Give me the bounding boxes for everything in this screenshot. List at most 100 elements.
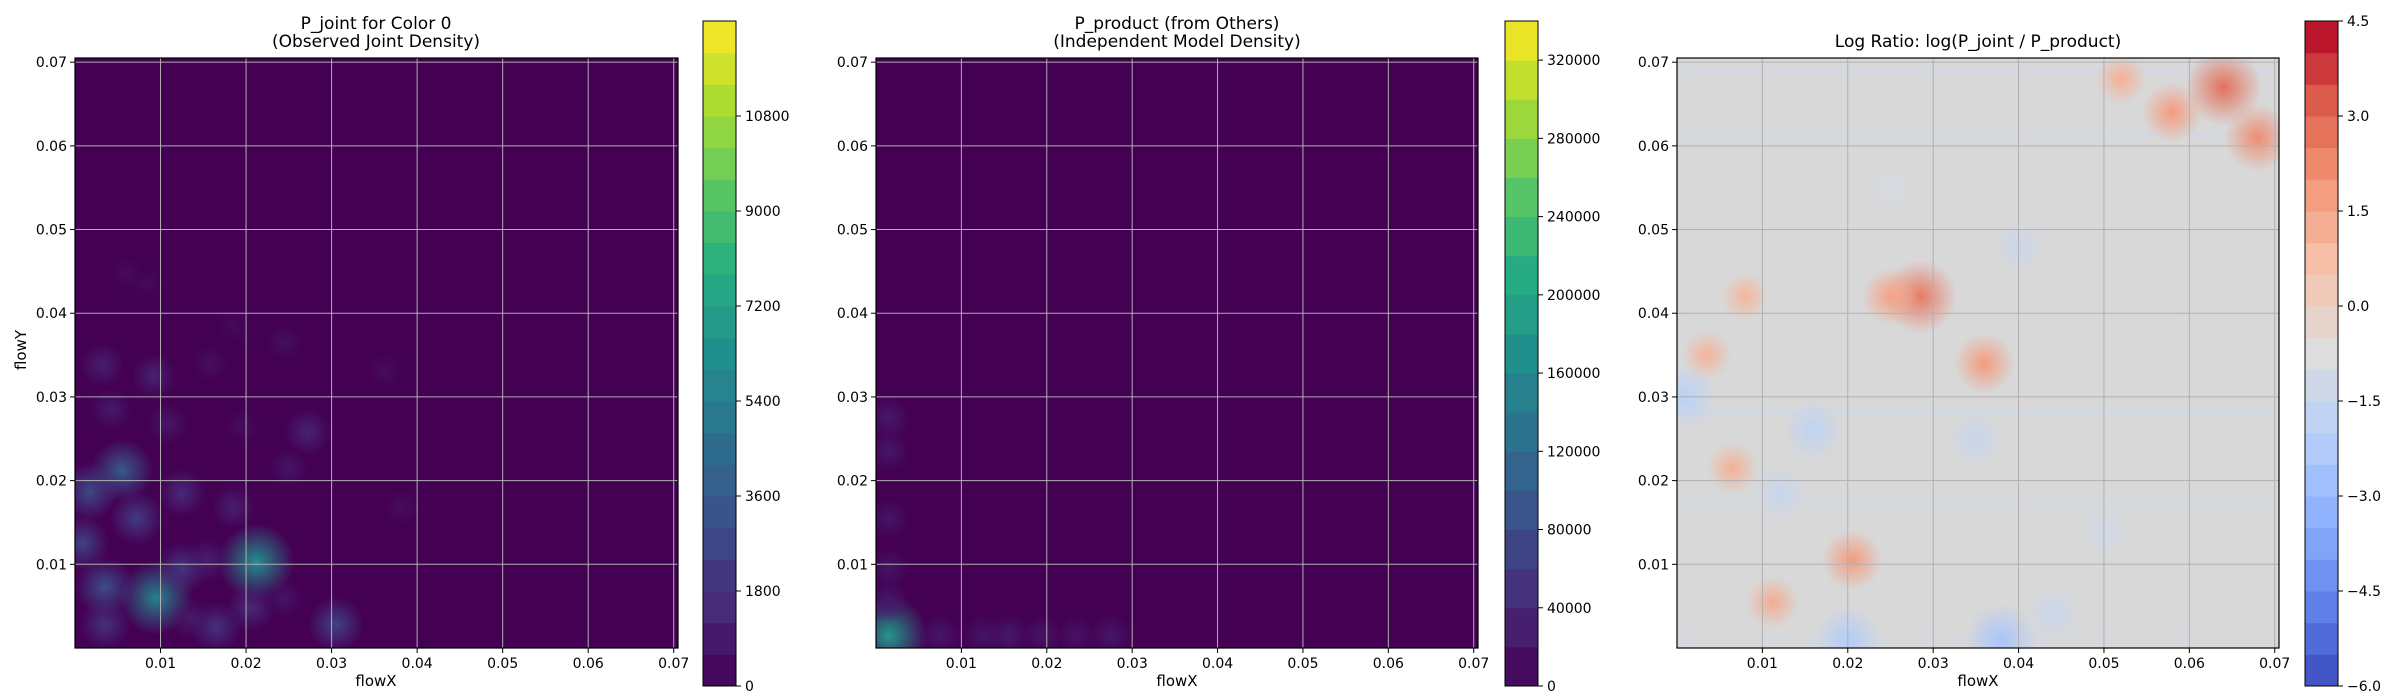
colorbar-level <box>703 274 736 307</box>
density-hotspot <box>1090 615 1131 648</box>
y-tick-label: 0.03 <box>837 390 868 406</box>
chart-title-line1: Log Ratio: log(P_joint / P_product) <box>1835 32 2121 52</box>
y-tick-label: 0.02 <box>1638 474 1669 490</box>
colorbar-tick-label: 1.5 <box>2347 204 2369 220</box>
density-hotspot <box>1866 163 1915 212</box>
y-tick-label: 0.05 <box>837 223 868 239</box>
x-tick-label: 0.07 <box>2259 656 2290 672</box>
colorbar-frame <box>1504 20 1539 687</box>
x-tick-label: 0.02 <box>1832 656 1863 672</box>
band-col <box>1926 58 1931 648</box>
y-tick-label: 0.07 <box>1638 55 1669 71</box>
density-hotspot <box>109 491 164 545</box>
chart-title-line1: P_joint for Color 0 <box>301 14 452 34</box>
density-hotspot <box>1057 616 1096 648</box>
density-hotspot <box>2141 81 2203 143</box>
band-col <box>2106 58 2111 648</box>
x-tick-label: 0.05 <box>1287 656 1318 672</box>
y-tick-label: 0.07 <box>837 55 868 71</box>
grid <box>876 58 1478 648</box>
band-col <box>1841 58 1846 648</box>
colorbar-level <box>2305 179 2338 212</box>
y-tick-label: 0.06 <box>837 139 868 155</box>
colorbar-tick-label: −6.0 <box>2347 679 2381 695</box>
colorbar-tick-label: 7200 <box>745 299 781 315</box>
x-tick-label: 0.04 <box>1202 656 1233 672</box>
colorbar-tick-label: 160000 <box>1547 366 1600 382</box>
density-hotspot <box>384 490 419 525</box>
plot-area: 0.01 0.02 0.03 0.04 0.05 0.06 0.07 0.01 0.02 0.03… <box>837 55 1489 672</box>
colorbar-level <box>703 401 736 434</box>
colorbar-level <box>2305 52 2338 85</box>
density-hotspot <box>169 598 212 640</box>
colorbar-level <box>1505 138 1538 178</box>
colorbar-tick-label: 0.0 <box>2347 299 2369 315</box>
colorbar-level <box>2305 369 2338 402</box>
y-tick-label: 0.06 <box>36 139 67 155</box>
colorbar-tick-label: 240000 <box>1547 210 1600 226</box>
y-tick-label: 0.03 <box>1638 390 1669 406</box>
density-hotspot <box>876 431 909 472</box>
plot-area: 0.01 0.02 0.03 0.04 0.05 0.06 0.07 0.01 0.02 0.03… <box>1638 55 2290 672</box>
colorbar-level <box>1505 99 1538 139</box>
x-tick-label: 0.03 <box>1117 656 1148 672</box>
x-tick-label: 0.03 <box>316 656 347 672</box>
colorbar-level <box>703 496 736 529</box>
density-hotspot <box>1751 465 1808 522</box>
colorbar-tick-label: 4.5 <box>2347 14 2369 30</box>
colorbar-level <box>1505 21 1538 61</box>
density-hotspot <box>75 462 119 521</box>
density-hotspot <box>1861 267 1920 326</box>
colorbar-level <box>2305 21 2338 54</box>
density-hotspot <box>265 578 304 618</box>
colorbar-tick-label: 0 <box>745 679 754 695</box>
colorbar-level <box>1505 216 1538 257</box>
colorbar-tick-label: 0 <box>1547 679 1556 695</box>
y-tick-label: 0.04 <box>36 306 67 322</box>
colorbar-level <box>2305 211 2338 244</box>
colorbar-tick-label: 9000 <box>745 204 781 220</box>
colorbar-level <box>2305 464 2338 497</box>
colorbar-tick-label: 1800 <box>745 584 781 600</box>
colorbar-level <box>1505 568 1538 609</box>
density-hotspot <box>876 548 909 589</box>
colorbar-level <box>2305 432 2338 465</box>
grid <box>75 58 678 648</box>
colorbar-level <box>703 432 736 465</box>
density-hotspot <box>75 515 110 572</box>
colorbar-level <box>2305 147 2338 180</box>
density-hotspot <box>1022 615 1063 648</box>
axes-frame <box>1676 57 2280 649</box>
colorbar-level <box>2305 242 2338 275</box>
band-row <box>1677 131 2279 136</box>
y-axis-label: flowY <box>12 329 30 370</box>
colorbar-tick-label: 10800 <box>745 109 790 125</box>
axes-frame <box>74 57 679 649</box>
colorbar-level <box>1505 412 1538 452</box>
density-hotspot <box>185 538 230 582</box>
y-tick-label: 0.05 <box>36 223 67 239</box>
y-tick-label: 0.02 <box>837 474 868 490</box>
colorbar-tick-label: 3600 <box>745 489 781 505</box>
density-hotspot <box>1706 442 1759 494</box>
colorbar-level <box>2305 274 2338 307</box>
colorbar-level <box>703 179 736 212</box>
colorbar: 0 1800 3600 5400 7200 9000 10800 <box>702 20 790 695</box>
y-tick-label: 0.01 <box>1638 557 1669 573</box>
y-tick-label: 0.04 <box>1638 306 1669 322</box>
y-tick-label: 0.01 <box>36 557 67 573</box>
x-tick-label: 0.07 <box>1458 656 1489 672</box>
density-hotspot <box>224 409 259 444</box>
colorbar-tick-label: 40000 <box>1547 601 1592 617</box>
colorbar-level <box>2305 654 2338 687</box>
panel-p-product: P_product (from Others) (Independent Mod… <box>837 14 1601 695</box>
colorbar-level <box>2305 527 2338 560</box>
density-hotspot <box>75 557 135 617</box>
x-axis-label: flowX <box>1156 672 1197 690</box>
colorbar-level <box>1505 529 1538 570</box>
colorbar-level <box>703 147 736 180</box>
band-col <box>2183 58 2188 648</box>
density-layer <box>1677 58 2279 648</box>
colorbar-level <box>2305 401 2338 434</box>
chart-title-line2: (Observed Joint Density) <box>272 32 480 52</box>
